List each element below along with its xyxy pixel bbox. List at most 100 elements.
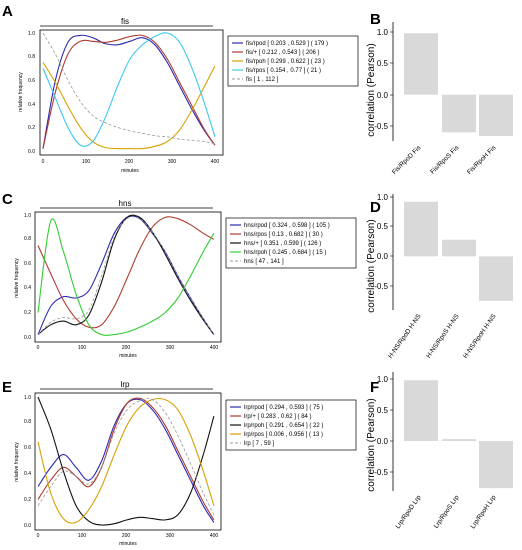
x-tick-label: 400 (211, 159, 220, 165)
y-axis-label: correlation (Pearson) (366, 219, 377, 312)
y-tick-label: 0.4 (24, 471, 31, 477)
legend-box (227, 35, 359, 87)
bar-group (404, 33, 513, 137)
legend-box (225, 399, 357, 451)
x-ticks: 0 100 200 300 400 (37, 345, 219, 351)
bar-1 (442, 439, 476, 441)
panel-letter: A (2, 3, 13, 20)
legend-label: fis/rpos [ 0.154 , 0.77 ] ( 21 ) (246, 68, 321, 74)
plot-frame (34, 392, 222, 531)
x-axis-label: minutes (119, 353, 137, 359)
x-tick-label: 200 (125, 159, 134, 165)
legend-entry: fis/+ [ 0.212 , 0.543 ] ( 206 ) (232, 50, 320, 56)
y-tick-label: 0.2 (24, 310, 31, 316)
legend-entry: hns/rpoh [ 0.245 , 0.684 ] ( 15 ) (230, 250, 326, 256)
series-line-0 (42, 34, 216, 149)
category-label: H-NS/RpoH H-NS (462, 313, 498, 360)
legend-box (225, 217, 357, 269)
y-tick-label: 0.2 (24, 497, 31, 503)
legend-label: hns/+ [ 0.351 , 0.599 ] ( 126 ) (244, 241, 321, 247)
y-tick-label: 0.2 (28, 125, 35, 131)
y-tick-label: 1.0 (377, 375, 389, 384)
x-tick-label: 100 (78, 345, 87, 351)
line-panel-lrp: E lrp relative frequency minutes 0.0 0.2… (2, 379, 357, 547)
bar-panel-fis: B correlation (Pearson) -0.5 0.0 0.5 1.0… (366, 11, 513, 176)
legend: hns/rpod [ 0.324 , 0.598 ] ( 105 ) hns/r… (225, 217, 357, 269)
legend-entry: lrp/rpod [ 0.294 , 0.593 ] ( 75 ) (230, 405, 323, 411)
chart-title: hns (119, 199, 132, 208)
y-tick-label: 0.0 (24, 335, 31, 341)
chart-title: lrp (121, 380, 130, 389)
bar-0 (404, 33, 438, 95)
panel-letter: C (2, 191, 13, 208)
legend-entry: hns/rpos [ 0.13 , 0.682 ] ( 30 ) (230, 232, 323, 238)
y-tick-label: 0.6 (28, 78, 35, 84)
series-line-3 (37, 218, 215, 336)
x-tick-label: 100 (78, 533, 87, 539)
category-label: H-NS/RpoD H-NS (387, 313, 423, 360)
legend-label: hns/rpos [ 0.13 , 0.682 ] ( 30 ) (244, 232, 323, 238)
chart-title: fis (121, 17, 129, 26)
line-panel-fis: A fis relative frequency minutes 0.0 0.2… (2, 3, 359, 174)
series-line-2 (42, 62, 216, 150)
y-ticks: 0.0 0.2 0.4 0.6 0.8 1.0 (28, 31, 35, 155)
bar-panel-hns: D correlation (Pearson) -0.5 0.0 0.5 1.0… (366, 193, 513, 360)
series-group (37, 214, 215, 336)
category-labels: H-NS/RpoD H-NS H-NS/RpoS H-NS H-NS/RpoH … (387, 313, 498, 360)
panel-letter: F (370, 379, 379, 396)
panel-letter: B (370, 11, 381, 28)
y-tick-label: 0.5 (377, 222, 389, 231)
x-tick-label: 0 (42, 159, 45, 165)
y-tick-label: 0.5 (377, 406, 389, 415)
y-tick-label: 1.0 (28, 31, 35, 37)
y-tick-label: 0.0 (28, 149, 35, 155)
x-axis-label: minutes (119, 541, 137, 547)
y-tick-label: -0.5 (374, 468, 388, 477)
legend-entry: lrp/rpos [ 0.006 , 0.956 ] ( 13 ) (230, 432, 323, 438)
y-tick-label: 0.0 (377, 91, 389, 100)
legend-entry: fis/rpoh [ 0.299 , 0.622 ] ( 23 ) (232, 59, 325, 65)
legend-label: hns/rpoh [ 0.245 , 0.684 ] ( 15 ) (244, 250, 326, 256)
category-label: Lrp/RpoS Lrp (433, 494, 461, 530)
y-tick-label: -0.5 (374, 122, 388, 131)
y-axis-label: relative frequency (14, 258, 20, 298)
series-group (42, 32, 216, 150)
y-tick-label: 0.6 (24, 445, 31, 451)
y-tick-label: 0.0 (377, 437, 389, 446)
panel-letter: D (370, 199, 381, 216)
y-tick-label: 0.4 (28, 102, 35, 108)
series-group (37, 396, 215, 526)
x-tick-label: 200 (122, 533, 131, 539)
legend-label: lrp/rpod [ 0.294 , 0.593 ] ( 75 ) (244, 405, 323, 411)
bar-2 (479, 441, 513, 489)
x-tick-label: 400 (210, 345, 219, 351)
bar-0 (404, 380, 438, 441)
plot-frame (39, 29, 224, 156)
legend-entry: fis/rpos [ 0.154 , 0.77 ] ( 21 ) (232, 68, 321, 74)
legend-entry: lrp/+ [ 0.283 , 0.62 ] ( 84 ) (230, 414, 312, 420)
series-line-1 (37, 216, 215, 329)
x-tick-label: 400 (210, 533, 219, 539)
series-line-3 (37, 397, 215, 524)
x-tick-label: 300 (166, 533, 175, 539)
legend-label: lrp/+ [ 0.283 , 0.62 ] ( 84 ) (244, 414, 312, 420)
category-label: Lrp/RpoH Lrp (470, 494, 498, 530)
y-tick-label: 0.0 (24, 523, 31, 529)
series-line-2 (37, 214, 215, 336)
panel-letter: E (2, 379, 12, 396)
legend: fis/rpod [ 0.203 , 0.529 ] ( 179 ) fis/+… (227, 35, 359, 87)
y-tick-label: 1.0 (377, 28, 389, 37)
series-line-1 (37, 397, 215, 521)
series-line-0 (37, 215, 215, 335)
legend-entry: hns [ 47 , 141 ] (230, 259, 284, 265)
legend-label: hns/rpod [ 0.324 , 0.598 ] ( 105 ) (244, 223, 330, 229)
y-tick-label: 0.8 (28, 54, 35, 60)
bar-0 (404, 201, 438, 257)
legend-entry: fis/rpod [ 0.203 , 0.529 ] ( 179 ) (232, 41, 328, 47)
series-line-3 (42, 32, 216, 147)
x-axis-label: minutes (121, 168, 139, 174)
series-line-1 (42, 34, 216, 149)
legend-entry: hns/+ [ 0.351 , 0.599 ] ( 126 ) (230, 241, 321, 247)
y-tick-label: 0.0 (377, 252, 389, 261)
